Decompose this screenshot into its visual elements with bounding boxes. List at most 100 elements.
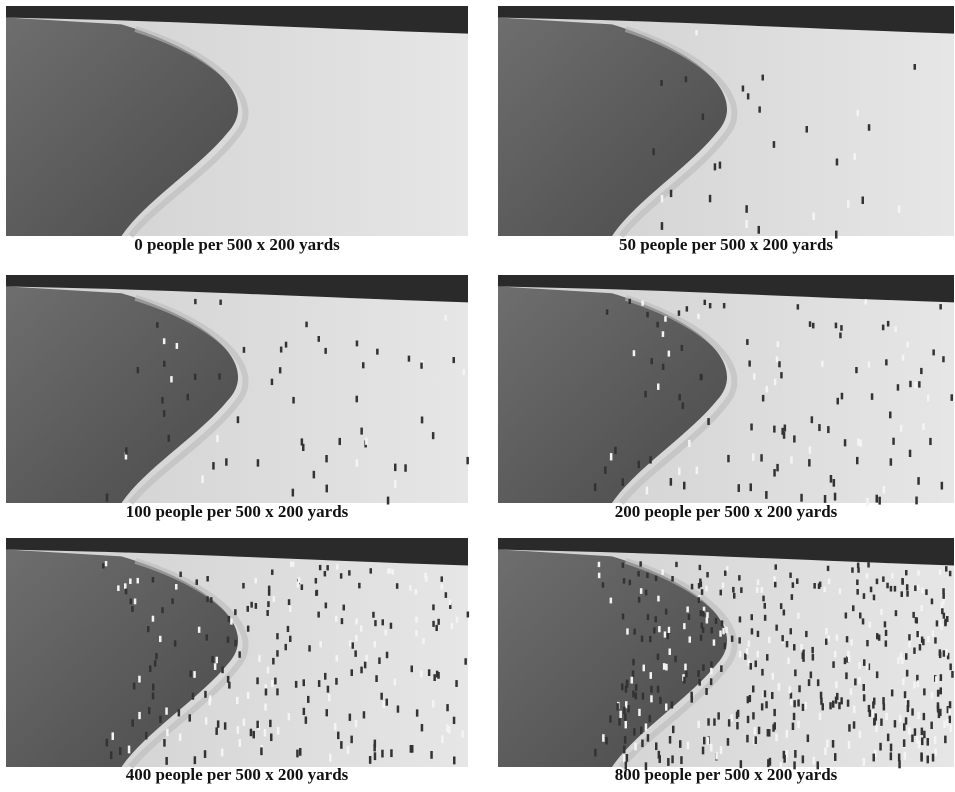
person <box>921 728 924 735</box>
person <box>761 669 764 676</box>
person <box>680 756 683 764</box>
person <box>324 348 327 354</box>
person <box>661 195 664 202</box>
person <box>784 425 787 432</box>
person <box>661 569 664 574</box>
person <box>341 618 344 624</box>
caption: 0 people per 500 x 200 yards <box>134 235 340 254</box>
person <box>908 634 911 640</box>
person <box>868 124 871 131</box>
person <box>369 756 372 764</box>
person <box>772 673 775 680</box>
person <box>456 617 459 623</box>
person <box>274 678 277 685</box>
person <box>672 726 675 733</box>
person <box>920 368 923 374</box>
person <box>722 628 725 634</box>
person <box>702 664 705 671</box>
person <box>773 141 776 148</box>
person <box>382 619 385 625</box>
person <box>298 577 301 583</box>
person <box>746 735 749 743</box>
person <box>292 489 295 497</box>
person <box>756 587 759 593</box>
person <box>420 671 423 678</box>
person <box>670 190 673 197</box>
person <box>885 640 888 646</box>
person <box>890 752 893 760</box>
person <box>945 566 948 571</box>
person <box>174 640 177 646</box>
person <box>243 719 246 726</box>
person <box>895 610 898 616</box>
person <box>762 395 765 402</box>
person <box>931 692 934 699</box>
person <box>163 739 166 747</box>
person <box>149 665 152 672</box>
person <box>647 734 650 742</box>
person <box>609 715 612 722</box>
person <box>461 730 464 738</box>
person <box>354 650 357 656</box>
person <box>927 756 930 764</box>
person <box>194 374 197 380</box>
person <box>863 758 866 766</box>
person <box>775 734 778 742</box>
person <box>642 693 645 700</box>
person <box>360 626 363 632</box>
person <box>863 593 866 599</box>
person <box>931 599 934 605</box>
person <box>894 326 897 332</box>
person <box>922 423 925 430</box>
caption: 50 people per 500 x 200 yards <box>619 235 833 254</box>
person <box>216 657 219 664</box>
person <box>836 159 839 166</box>
person <box>192 693 195 700</box>
person <box>678 468 681 476</box>
person <box>638 461 641 468</box>
person <box>936 620 939 626</box>
person <box>845 672 848 679</box>
person <box>768 729 771 737</box>
person <box>891 573 894 578</box>
person <box>951 394 954 401</box>
person <box>659 697 662 704</box>
person <box>656 322 659 328</box>
person <box>179 734 182 742</box>
person <box>632 659 635 666</box>
person <box>841 393 844 400</box>
person <box>467 612 470 618</box>
person <box>907 705 910 712</box>
person <box>159 716 162 723</box>
person <box>740 587 743 593</box>
person <box>212 462 215 469</box>
person <box>894 720 897 727</box>
person <box>650 672 653 679</box>
person <box>408 356 411 362</box>
person <box>271 379 274 385</box>
person <box>700 635 703 641</box>
person <box>106 739 109 747</box>
person <box>355 618 358 624</box>
person <box>201 475 204 483</box>
person <box>365 438 368 445</box>
person <box>670 478 673 486</box>
person <box>934 748 937 756</box>
person <box>378 657 381 664</box>
person <box>851 567 854 572</box>
person <box>921 588 924 594</box>
person <box>211 656 214 663</box>
person <box>610 453 613 460</box>
person <box>834 753 837 761</box>
person <box>833 479 836 487</box>
person <box>866 640 869 646</box>
person <box>433 674 436 681</box>
person <box>844 658 847 665</box>
person <box>319 565 322 570</box>
person <box>835 681 838 688</box>
person <box>373 744 376 752</box>
person <box>227 676 230 683</box>
person <box>308 645 311 651</box>
person <box>665 704 668 711</box>
person <box>824 747 827 755</box>
